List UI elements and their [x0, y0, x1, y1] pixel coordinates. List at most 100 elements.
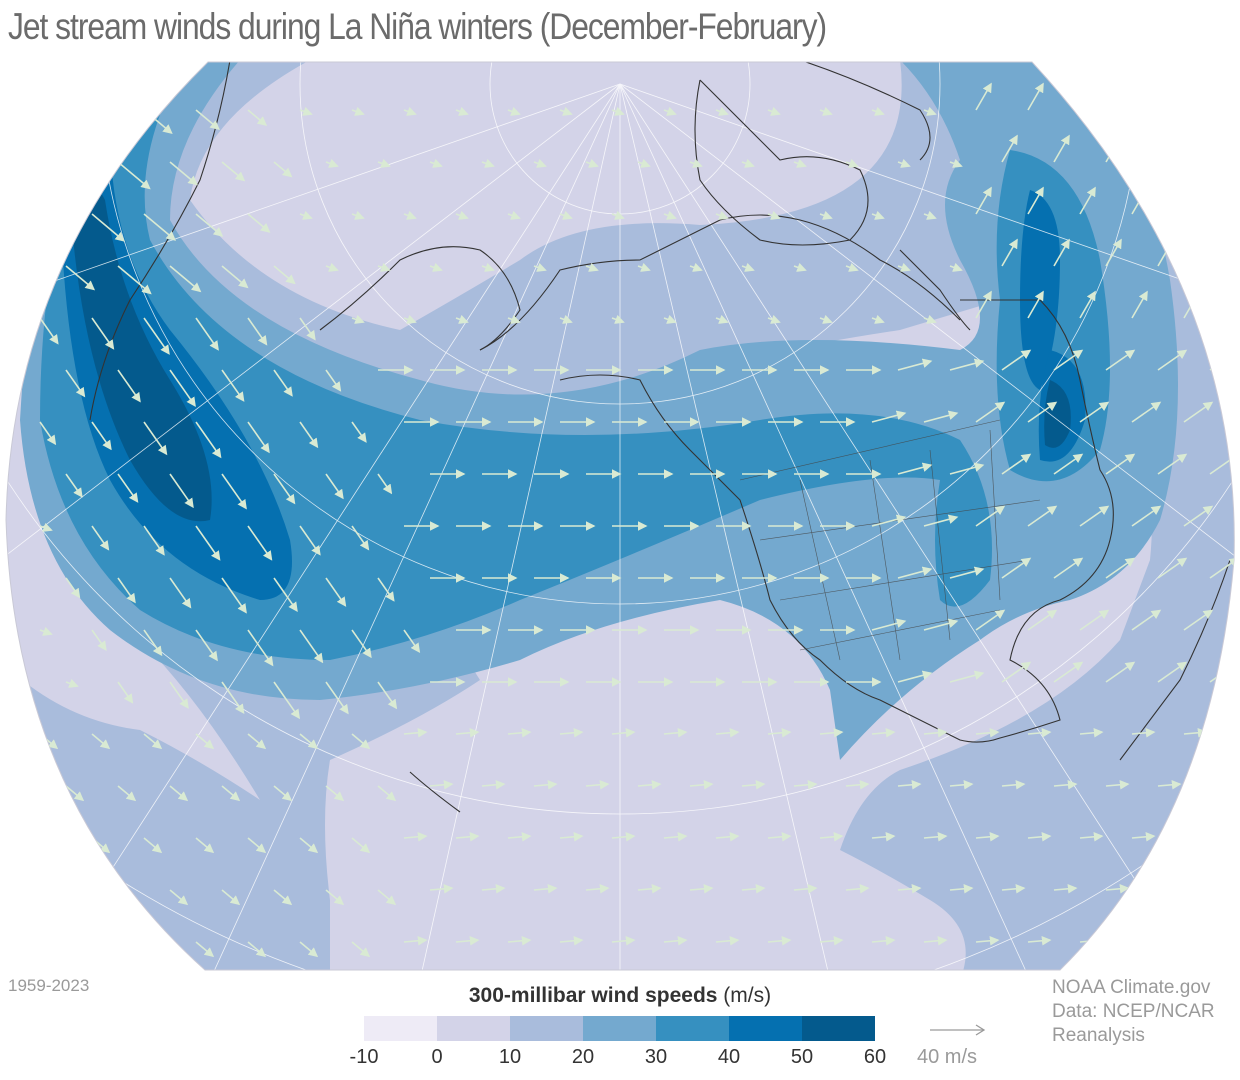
wind-arrow: [871, 514, 907, 527]
wind-arrow: [247, 629, 274, 667]
wind-arrow: [325, 889, 345, 906]
wind-arrow: [143, 421, 168, 456]
wind-arrow: [169, 889, 189, 906]
wind-arrow: [91, 109, 126, 139]
wind-arrow: [611, 210, 625, 220]
wind-arrow: [507, 728, 532, 738]
wind-arrow: [403, 832, 428, 842]
wind-arrow: [403, 210, 417, 220]
color-scale-tick-label: 10: [498, 1046, 522, 1068]
wind-arrow: [507, 936, 532, 946]
wind-arrow: [689, 262, 703, 272]
wind-arrow: [559, 728, 584, 738]
wind-arrow: [1001, 780, 1026, 790]
wind-arrow: [1157, 557, 1188, 579]
wind-arrow: [923, 210, 937, 220]
wind-arrow: [741, 262, 755, 272]
wind-arrow: [351, 525, 370, 551]
wind-arrow: [949, 158, 963, 168]
wind-arrow: [195, 941, 215, 958]
wind-arrow: [65, 889, 85, 906]
wind-arrow: [429, 884, 454, 894]
wind-arrow: [1131, 609, 1162, 631]
wind-arrow: [1027, 290, 1044, 319]
color-scale-tick-label: 20: [571, 1046, 595, 1068]
wind-arrow: [507, 314, 521, 324]
wind-arrow: [1157, 884, 1182, 894]
wind-arrow: [819, 106, 833, 116]
wind-arrow: [975, 728, 1000, 738]
wind-arrow: [1001, 453, 1032, 475]
wind-arrow: [1079, 728, 1104, 738]
wind-arrow: [715, 106, 729, 116]
color-scale-tick-label: 40: [717, 1046, 741, 1068]
wind-arrow: [637, 780, 662, 790]
wind-arrow: [247, 421, 270, 454]
wind-arrow: [1079, 832, 1104, 842]
wind-arrow: [507, 832, 532, 842]
wind-arrow: [117, 577, 136, 604]
wind-arrow: [377, 889, 397, 906]
wind-arrow: [1001, 349, 1032, 371]
credit-block: NOAA Climate.gov Data: NCEP/NCAR Reanaly…: [1052, 976, 1215, 1048]
wind-arrow: [793, 158, 807, 168]
wind-arrow: [299, 421, 319, 449]
wind-arrow: [299, 317, 316, 341]
wind-arrow: [533, 158, 547, 168]
wind-arrow: [1157, 453, 1188, 475]
wind-arrow: [1209, 349, 1235, 371]
wind-arrow: [351, 837, 371, 854]
wind-arrow: [1079, 82, 1096, 111]
color-scale-swatch: [510, 1016, 583, 1041]
wind-arrow: [585, 158, 599, 168]
wind-arrow: [819, 728, 844, 738]
wind-arrow: [949, 670, 985, 683]
wind-arrow: [247, 213, 271, 233]
wind-arrow: [715, 210, 729, 220]
wind-arrow: [1183, 936, 1208, 946]
wind-arrow: [949, 780, 974, 790]
wind-arrow: [819, 314, 833, 324]
credit-line: Data: NCEP/NCAR: [1052, 1001, 1215, 1022]
wind-arrow: [325, 681, 349, 715]
wind-arrow: [975, 505, 1006, 527]
wind-arrow: [871, 728, 896, 738]
wind-arrow: [351, 941, 371, 958]
wind-arrow: [481, 262, 495, 272]
wind-arrow: [871, 314, 885, 324]
wind-arrow: [351, 106, 365, 116]
wind-arrow: [1183, 832, 1208, 842]
wind-arrow: [611, 106, 625, 116]
wind-arrow: [1027, 186, 1044, 215]
wind-arrow: [195, 109, 220, 131]
wind-arrow: [975, 290, 992, 319]
color-scale-swatch: [364, 1016, 437, 1041]
color-scale-tick-label: 60: [863, 1046, 887, 1068]
wind-arrow: [637, 262, 651, 272]
wind-arrow: [455, 832, 480, 842]
wind-arrow: [611, 832, 636, 842]
wind-arrow: [273, 265, 296, 285]
color-scale-swatch: [437, 1016, 510, 1041]
wind-arrow: [273, 369, 293, 397]
wind-arrow: [377, 681, 398, 710]
wind-arrow: [663, 210, 677, 220]
wind-arrow: [1105, 884, 1130, 894]
wind-arrow: [195, 733, 215, 750]
legend-title: 300-millibar wind speeds (m/s): [364, 984, 876, 1008]
wind-arrow: [91, 733, 111, 750]
wind-arrow: [169, 473, 194, 509]
color-scale-swatch: [583, 1016, 656, 1041]
wind-arrow: [1027, 832, 1052, 842]
wind-arrow: [689, 780, 714, 790]
wind-arrow: [221, 161, 246, 182]
wind-arrow: [91, 525, 110, 551]
wind-arrow: [1183, 505, 1214, 527]
wind-arrow: [377, 577, 395, 602]
wind-arrow: [819, 936, 844, 946]
wind-arrow: [663, 832, 688, 842]
wind-arrow: [65, 473, 83, 498]
wind-arrow: [767, 832, 792, 842]
wind-arrow: [143, 317, 170, 355]
wind-arrow: [923, 314, 937, 324]
